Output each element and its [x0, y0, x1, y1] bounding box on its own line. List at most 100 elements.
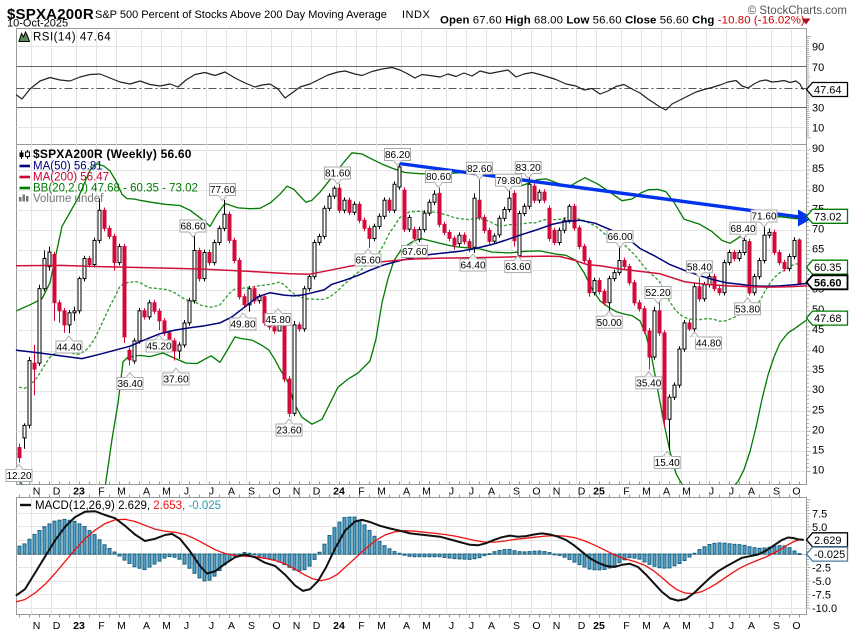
svg-text:A: A [143, 486, 150, 498]
svg-text:RSI(14) 47.64: RSI(14) 47.64 [33, 32, 111, 44]
svg-text:15.40: 15.40 [655, 458, 680, 469]
svg-text:J: J [449, 486, 454, 498]
svg-text:M: M [642, 620, 651, 632]
svg-text:83.20: 83.20 [516, 163, 541, 174]
svg-text:MACD(12,26,9) 2.629, 2.653, -0: MACD(12,26,9) 2.629, 2.653, -0.025 [35, 500, 221, 512]
svg-text:23: 23 [73, 486, 85, 498]
svg-text:40: 40 [812, 344, 824, 356]
svg-text:J: J [709, 486, 714, 498]
svg-text:O: O [272, 486, 280, 498]
svg-text:82.60: 82.60 [467, 164, 492, 175]
svg-text:M: M [377, 486, 386, 498]
svg-text:S: S [513, 620, 520, 632]
svg-text:A: A [663, 486, 670, 498]
svg-text:D: D [53, 620, 61, 632]
svg-text:81.60: 81.60 [325, 169, 350, 180]
svg-text:N: N [553, 486, 561, 498]
svg-text:47.68: 47.68 [814, 313, 842, 325]
svg-text:45: 45 [812, 324, 824, 336]
svg-text:37.60: 37.60 [163, 375, 188, 386]
svg-text:MA(200) 56.47: MA(200) 56.47 [33, 172, 109, 184]
svg-text:80: 80 [812, 183, 824, 195]
svg-text:J: J [729, 620, 734, 632]
svg-text:J: J [209, 486, 214, 498]
svg-text:INDX: INDX [402, 9, 430, 21]
svg-text:49.80: 49.80 [230, 320, 255, 331]
svg-text:F: F [358, 486, 364, 498]
svg-text:A: A [143, 620, 150, 632]
svg-text:2.629: 2.629 [814, 535, 842, 547]
svg-text:BB(20,2.0) 47.68 - 60.35 - 73.: BB(20,2.0) 47.68 - 60.35 - 73.02 [33, 183, 198, 195]
svg-text:12.20: 12.20 [6, 471, 31, 482]
svg-text:56.60: 56.60 [814, 277, 842, 289]
svg-text:-10.0: -10.0 [812, 603, 837, 615]
svg-text:-5.0: -5.0 [812, 576, 831, 588]
svg-text:O: O [792, 620, 800, 632]
svg-text:F: F [623, 486, 629, 498]
svg-text:S: S [248, 620, 255, 632]
svg-text:A: A [488, 486, 495, 498]
svg-text:M: M [682, 620, 691, 632]
svg-text:J: J [709, 620, 714, 632]
svg-text:N: N [33, 620, 41, 632]
svg-text:J: J [184, 486, 189, 498]
svg-text:65: 65 [812, 244, 824, 256]
svg-text:23: 23 [73, 620, 85, 632]
svg-text:D: D [53, 486, 61, 498]
svg-text:10: 10 [812, 123, 824, 135]
svg-text:36.40: 36.40 [117, 379, 142, 390]
svg-text:85: 85 [812, 163, 824, 175]
svg-text:D: D [313, 486, 321, 498]
svg-text:F: F [358, 620, 364, 632]
svg-text:10-Oct-2025: 10-Oct-2025 [7, 18, 68, 30]
svg-text:D: D [578, 486, 586, 498]
svg-text:53.80: 53.80 [735, 304, 760, 315]
svg-text:20: 20 [812, 424, 824, 436]
svg-text:Open 67.60 High 68.00 Low 56.6: Open 67.60 High 68.00 Low 56.60 Close 56… [440, 15, 805, 27]
svg-text:S: S [773, 620, 780, 632]
svg-text:O: O [532, 620, 540, 632]
svg-text:Volume undef: Volume undef [33, 193, 104, 205]
svg-text:F: F [98, 486, 104, 498]
svg-text:24: 24 [333, 620, 345, 632]
svg-text:70: 70 [812, 223, 824, 235]
svg-text:35: 35 [812, 364, 824, 376]
svg-text:65.60: 65.60 [355, 256, 380, 267]
svg-text:M: M [162, 486, 171, 498]
svg-text:M: M [642, 486, 651, 498]
svg-text:J: J [184, 620, 189, 632]
svg-text:M: M [422, 620, 431, 632]
svg-text:J: J [469, 486, 474, 498]
svg-text:90: 90 [812, 42, 824, 54]
svg-text:45.80: 45.80 [265, 315, 290, 326]
svg-text:45.20: 45.20 [146, 342, 171, 353]
svg-text:D: D [313, 620, 321, 632]
svg-text:24: 24 [333, 486, 345, 498]
svg-text:D: D [578, 620, 586, 632]
svg-text:M: M [422, 486, 431, 498]
svg-text:N: N [553, 620, 561, 632]
svg-text:A: A [228, 620, 235, 632]
svg-text:63.60: 63.60 [505, 262, 530, 273]
svg-text:S: S [773, 486, 780, 498]
svg-text:© StockCharts.com: © StockCharts.com [748, 5, 847, 17]
svg-text:O: O [532, 486, 540, 498]
svg-text:M: M [117, 486, 126, 498]
svg-text:A: A [488, 620, 495, 632]
svg-text:58.40: 58.40 [687, 262, 712, 273]
svg-text:N: N [33, 486, 41, 498]
svg-text:52.20: 52.20 [645, 288, 670, 299]
svg-text:M: M [682, 486, 691, 498]
svg-text:F: F [98, 620, 104, 632]
svg-text:68.60: 68.60 [180, 222, 205, 233]
svg-text:J: J [209, 620, 214, 632]
svg-text:90: 90 [812, 143, 824, 155]
svg-text:80.60: 80.60 [426, 172, 451, 183]
svg-text:35.40: 35.40 [636, 378, 661, 389]
svg-text:M: M [117, 620, 126, 632]
svg-text:O: O [792, 486, 800, 498]
svg-text:J: J [449, 620, 454, 632]
svg-text:-0.025: -0.025 [814, 549, 845, 561]
svg-text:23.60: 23.60 [276, 426, 301, 437]
svg-text:66.00: 66.00 [607, 232, 632, 243]
